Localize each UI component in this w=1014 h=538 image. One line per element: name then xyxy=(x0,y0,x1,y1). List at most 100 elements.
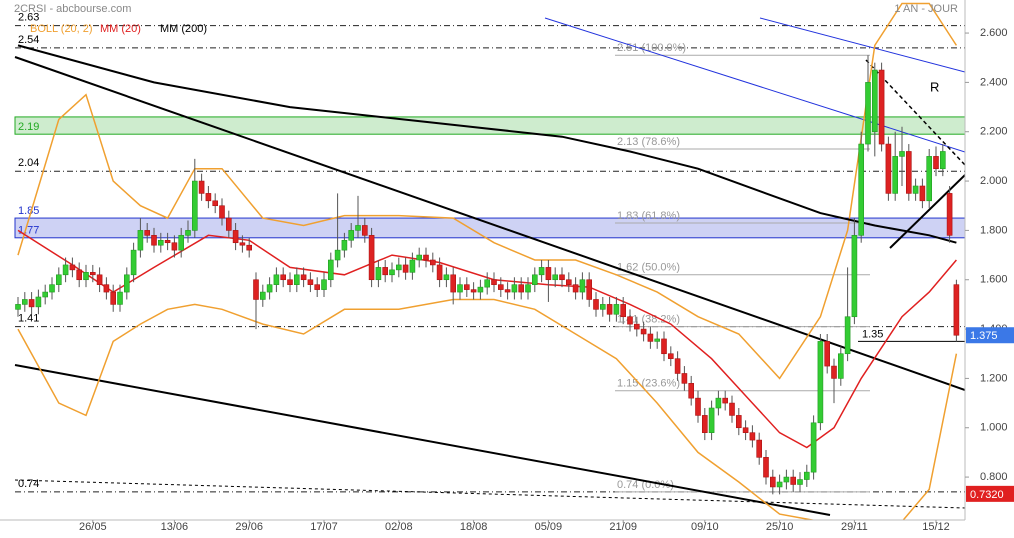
candle-body xyxy=(90,272,96,276)
candle-body xyxy=(858,143,865,236)
candle-body xyxy=(708,407,715,433)
candle-body xyxy=(15,304,21,310)
candle-body xyxy=(681,373,688,384)
candle-body xyxy=(633,323,640,330)
candle-body xyxy=(565,279,572,285)
candle-body xyxy=(110,291,116,305)
price-marker xyxy=(966,327,1014,344)
candle-body xyxy=(810,422,817,473)
candle-body xyxy=(212,200,218,207)
candle-body xyxy=(878,69,885,145)
candle-body xyxy=(919,185,926,202)
candle-body xyxy=(463,284,470,290)
zone-label: 2.19 xyxy=(18,121,39,133)
candle-body xyxy=(518,284,525,293)
candle-body xyxy=(178,235,184,251)
candles xyxy=(15,55,960,495)
fib-label: 1.62 (50.0%) xyxy=(617,262,680,274)
x-tick-label: 02/08 xyxy=(385,521,413,533)
candle-body xyxy=(334,249,341,261)
trendline xyxy=(14,364,831,516)
candle-body xyxy=(158,239,164,246)
level-label: 2.63 xyxy=(18,12,39,24)
candle-body xyxy=(484,279,491,288)
x-tick-label: 13/06 xyxy=(161,521,189,533)
candle-body xyxy=(933,156,939,170)
candle-body xyxy=(525,284,531,293)
fib-label: 1.15 (23.6%) xyxy=(617,378,680,390)
fib-label: 0.74 (0.0%) xyxy=(617,479,674,491)
candle-body xyxy=(205,193,212,202)
candle-body xyxy=(470,289,477,293)
candle-body xyxy=(103,284,110,293)
candle-body xyxy=(572,284,579,293)
candle-body xyxy=(151,235,157,246)
candle-body xyxy=(912,185,919,194)
candle-body xyxy=(287,279,293,285)
candle-body xyxy=(266,284,273,293)
candle-body xyxy=(232,230,239,244)
x-tick-label: 18/08 xyxy=(460,521,488,533)
candle-body xyxy=(946,193,953,236)
candle-body xyxy=(307,279,314,285)
trendlines xyxy=(14,17,965,516)
candle-body xyxy=(402,264,409,273)
channel-line xyxy=(544,17,965,153)
candle-body xyxy=(429,259,436,266)
candle-body xyxy=(586,279,593,300)
candle-body xyxy=(837,353,844,379)
level-label: 0.74 xyxy=(18,478,39,490)
level-label: 2.04 xyxy=(18,157,39,169)
candle-body xyxy=(42,291,49,298)
candle-body xyxy=(246,244,252,251)
candle-body xyxy=(164,239,171,244)
x-tick-label: 26/05 xyxy=(79,521,107,533)
candle-body xyxy=(259,291,266,300)
axis: 0.8001.0001.2001.4001.6001.8002.0002.200… xyxy=(79,27,1014,533)
candle-body xyxy=(76,269,82,281)
candle-body xyxy=(273,274,280,285)
fib-label: 2.51 (100.0%) xyxy=(617,42,686,54)
candle-body xyxy=(355,225,361,231)
candle-body xyxy=(865,82,871,145)
candle-body xyxy=(69,264,76,271)
candle-body xyxy=(831,365,837,379)
candle-body xyxy=(321,279,327,290)
x-tick-label: 21/09 xyxy=(609,521,637,533)
zone-label: 1.85 xyxy=(18,205,39,217)
x-tick-label: 17/07 xyxy=(310,521,338,533)
candle-body xyxy=(327,259,334,281)
annotation: R xyxy=(930,79,939,94)
candle-body xyxy=(667,353,674,359)
candle-body xyxy=(395,264,402,271)
candle-body xyxy=(171,242,178,251)
candle-body xyxy=(361,225,368,236)
candle-body xyxy=(314,284,321,290)
candle-body xyxy=(35,296,42,308)
candle-body xyxy=(382,267,389,276)
y-tick-label: 1.800 xyxy=(980,224,1008,236)
candle-body xyxy=(49,284,55,293)
y-tick-label: 0.800 xyxy=(980,471,1008,483)
candle-body xyxy=(763,457,769,478)
candle-body xyxy=(769,476,776,488)
candle-body xyxy=(280,274,287,281)
trendline xyxy=(14,56,965,391)
candle-body xyxy=(742,427,749,433)
candle-body xyxy=(599,304,606,310)
chart-title: 2CRSI - abcbourse.com xyxy=(14,3,131,15)
candle-body xyxy=(55,274,62,285)
candle-body xyxy=(253,279,259,300)
candle-body xyxy=(491,279,497,285)
x-tick-label: 29/11 xyxy=(841,521,868,533)
candle-body xyxy=(892,156,899,194)
candle-body xyxy=(885,143,892,194)
candle-body xyxy=(219,205,225,219)
candle-body xyxy=(185,230,191,236)
candle-body xyxy=(749,432,756,441)
zone xyxy=(14,217,965,239)
indicator-line xyxy=(17,44,957,244)
candle-body xyxy=(613,304,620,315)
candle-body xyxy=(375,267,382,281)
